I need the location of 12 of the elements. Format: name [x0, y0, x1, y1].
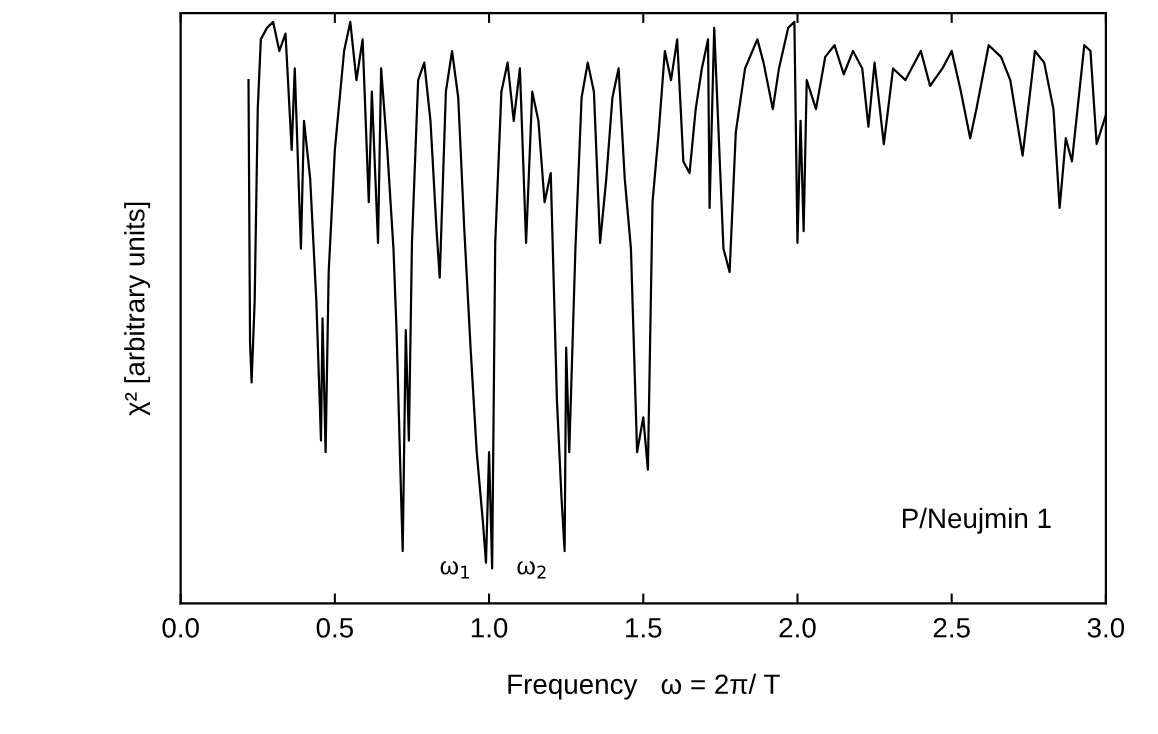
- x-tick-label: 0.0: [162, 617, 199, 638]
- x-tick-label: 2.0: [779, 617, 816, 638]
- x-tick-label: 1.5: [626, 618, 662, 638]
- y-axis-title: χ² [arbitrary units]: [124, 202, 151, 416]
- x-tick-label: 2.5: [933, 617, 970, 638]
- annotation: P/Neujmin 1: [902, 507, 1051, 534]
- x-tick-label: 3.0: [1087, 617, 1125, 638]
- x-tick-label: 1.0: [471, 617, 508, 638]
- x-tick-label: 0.5: [316, 617, 353, 638]
- annotation: ω$_{2}$: [517, 560, 546, 579]
- annotation: ω$_{1}$: [440, 560, 469, 579]
- x-axis-title: Frequency ω = 2π/ T: [508, 673, 780, 700]
